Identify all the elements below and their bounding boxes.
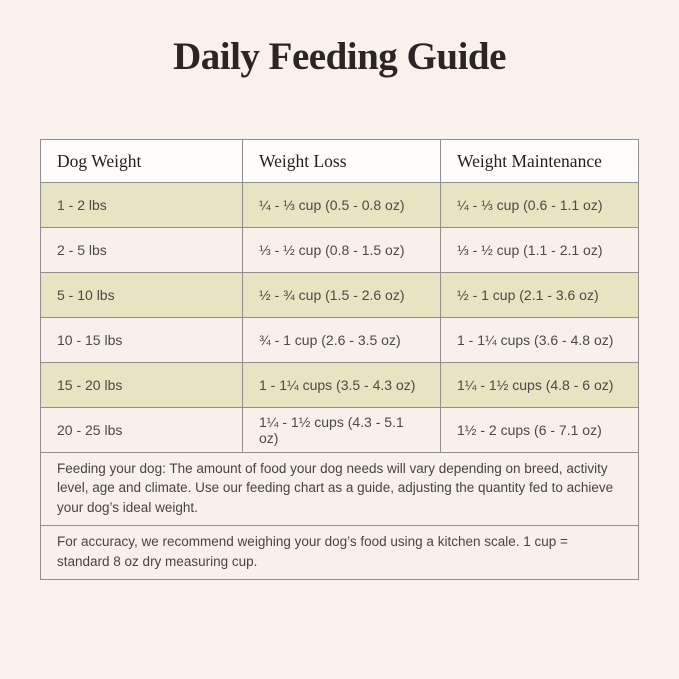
cell-weight: 20 - 25 lbs: [40, 407, 243, 453]
column-header-weight-maintenance: Weight Maintenance: [440, 139, 639, 183]
table-notes: Feeding your dog: The amount of food you…: [40, 451, 639, 581]
cell-maintenance: ½ - 1 cup (2.1 - 3.6 oz): [440, 272, 639, 318]
cell-maintenance: 1½ - 2 cups (6 - 7.1 oz): [440, 407, 639, 453]
column-header-dog-weight: Dog Weight: [40, 139, 243, 183]
note-row: Feeding your dog: The amount of food you…: [40, 451, 639, 527]
header-row: Dog Weight Weight Loss Weight Maintenanc…: [40, 139, 639, 183]
cell-maintenance: 1¼ - 1½ cups (4.8 - 6 oz): [440, 362, 639, 408]
table-row: 20 - 25 lbs 1¼ - 1½ cups (4.3 - 5.1 oz) …: [40, 407, 639, 453]
note-row: For accuracy, we recommend weighing your…: [40, 525, 639, 581]
cell-weight: 15 - 20 lbs: [40, 362, 243, 408]
table-row: 10 - 15 lbs ¾ - 1 cup (2.6 - 3.5 oz) 1 -…: [40, 317, 639, 363]
cell-maintenance: ¼ - ⅓ cup (0.6 - 1.1 oz): [440, 182, 639, 228]
cell-weight: 10 - 15 lbs: [40, 317, 243, 363]
table-row: 2 - 5 lbs ⅓ - ½ cup (0.8 - 1.5 oz) ⅓ - ½…: [40, 227, 639, 273]
cell-loss: ½ - ¾ cup (1.5 - 2.6 oz): [242, 272, 441, 318]
cell-maintenance: ⅓ - ½ cup (1.1 - 2.1 oz): [440, 227, 639, 273]
cell-loss: ¼ - ⅓ cup (0.5 - 0.8 oz): [242, 182, 441, 228]
cell-loss: ¾ - 1 cup (2.6 - 3.5 oz): [242, 317, 441, 363]
table-header: Dog Weight Weight Loss Weight Maintenanc…: [40, 139, 639, 183]
feeding-table: Dog Weight Weight Loss Weight Maintenanc…: [40, 139, 639, 581]
cell-weight: 1 - 2 lbs: [40, 182, 243, 228]
note-feeding-guidance: Feeding your dog: The amount of food you…: [40, 451, 639, 527]
table-body: 1 - 2 lbs ¼ - ⅓ cup (0.5 - 0.8 oz) ¼ - ⅓…: [40, 182, 639, 453]
table-row: 15 - 20 lbs 1 - 1¼ cups (3.5 - 4.3 oz) 1…: [40, 362, 639, 408]
cell-maintenance: 1 - 1¼ cups (3.6 - 4.8 oz): [440, 317, 639, 363]
cell-weight: 5 - 10 lbs: [40, 272, 243, 318]
cell-weight: 2 - 5 lbs: [40, 227, 243, 273]
cell-loss: ⅓ - ½ cup (0.8 - 1.5 oz): [242, 227, 441, 273]
feeding-guide-page: Daily Feeding Guide Dog Weight Weight Lo…: [40, 35, 639, 581]
page-title: Daily Feeding Guide: [173, 35, 506, 78]
table-row: 5 - 10 lbs ½ - ¾ cup (1.5 - 2.6 oz) ½ - …: [40, 272, 639, 318]
column-header-weight-loss: Weight Loss: [242, 139, 441, 183]
cell-loss: 1 - 1¼ cups (3.5 - 4.3 oz): [242, 362, 441, 408]
table-row: 1 - 2 lbs ¼ - ⅓ cup (0.5 - 0.8 oz) ¼ - ⅓…: [40, 182, 639, 228]
note-measuring-accuracy: For accuracy, we recommend weighing your…: [40, 525, 639, 581]
cell-loss: 1¼ - 1½ cups (4.3 - 5.1 oz): [242, 407, 441, 453]
